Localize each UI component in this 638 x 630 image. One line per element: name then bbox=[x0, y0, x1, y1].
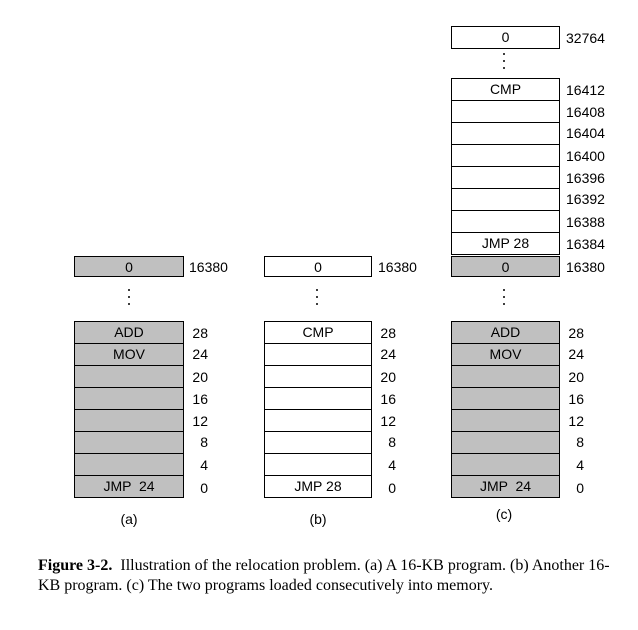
c-addr-16404: 16404 bbox=[566, 125, 605, 141]
b-top-cell: 0 bbox=[264, 256, 372, 277]
b-cell-24 bbox=[264, 343, 372, 366]
c-addr-16400: 16400 bbox=[566, 148, 605, 164]
c-addr-0: 0 bbox=[576, 480, 584, 496]
c-addr-24: 24 bbox=[568, 346, 584, 362]
c-cell-16408 bbox=[451, 100, 560, 123]
a-addr-24: 24 bbox=[192, 346, 208, 362]
b-cell-16 bbox=[264, 387, 372, 410]
a-addr-12: 12 bbox=[192, 413, 208, 429]
b-cell-4 bbox=[264, 453, 372, 476]
b-addr-4: 4 bbox=[388, 457, 396, 473]
c-cell-4 bbox=[451, 453, 560, 476]
a-addr-8: 8 bbox=[200, 434, 208, 450]
c-mid-cell: 0 bbox=[451, 256, 560, 277]
c-addr-28: 28 bbox=[568, 325, 584, 341]
c-addr-12: 12 bbox=[568, 413, 584, 429]
c-cell-12 bbox=[451, 409, 560, 432]
a-label: (a) bbox=[120, 511, 138, 527]
b-addr-28: 28 bbox=[380, 325, 396, 341]
a-addr-4: 4 bbox=[200, 457, 208, 473]
a-cell-8 bbox=[74, 431, 184, 454]
a-addr-0: 0 bbox=[200, 480, 208, 496]
b-ellipsis bbox=[315, 289, 319, 310]
c-addr-16384: 16384 bbox=[566, 236, 605, 252]
a-ellipsis bbox=[127, 289, 131, 310]
a-cell-0: JMP 24 bbox=[74, 475, 184, 498]
c-cell-28: ADD bbox=[451, 321, 560, 344]
c-cell-20 bbox=[451, 365, 560, 388]
caption-text: Illustration of the relocation problem. … bbox=[38, 557, 610, 594]
c-addr-8: 8 bbox=[576, 434, 584, 450]
c-top-addr: 32764 bbox=[566, 30, 605, 46]
c-addr-16388: 16388 bbox=[566, 214, 605, 230]
b-cell-8 bbox=[264, 431, 372, 454]
a-addr-20: 20 bbox=[192, 369, 208, 385]
b-addr-24: 24 bbox=[380, 346, 396, 362]
a-cell-4 bbox=[74, 453, 184, 476]
c-addr-16408: 16408 bbox=[566, 104, 605, 120]
c-cell-16404 bbox=[451, 122, 560, 145]
b-addr-12: 12 bbox=[380, 413, 396, 429]
a-cell-20 bbox=[74, 365, 184, 388]
c-cell-24: MOV bbox=[451, 343, 560, 366]
b-addr-16: 16 bbox=[380, 391, 396, 407]
b-cell-28: CMP bbox=[264, 321, 372, 344]
c-cell-16392 bbox=[451, 188, 560, 211]
c-cell-16388 bbox=[451, 210, 560, 233]
b-addr-20: 20 bbox=[380, 369, 396, 385]
c-addr-20: 20 bbox=[568, 369, 584, 385]
a-cell-24: MOV bbox=[74, 343, 184, 366]
a-addr-28: 28 bbox=[192, 325, 208, 341]
a-top-cell: 0 bbox=[74, 256, 184, 277]
c-addr-16380: 16380 bbox=[566, 259, 605, 275]
c-cell-16400 bbox=[451, 144, 560, 167]
a-cell-12 bbox=[74, 409, 184, 432]
c-cell-8 bbox=[451, 431, 560, 454]
c-lower-ellipsis bbox=[502, 289, 506, 310]
b-cell-20 bbox=[264, 365, 372, 388]
figure-number: Figure 3-2. bbox=[38, 557, 113, 574]
c-cell-16384: JMP 28 bbox=[451, 232, 560, 255]
b-cell-0: JMP 28 bbox=[264, 475, 372, 498]
b-top-addr: 16380 bbox=[378, 259, 417, 275]
c-cell-16412: CMP bbox=[451, 78, 560, 101]
c-addr-16392: 16392 bbox=[566, 191, 605, 207]
figure-caption: Figure 3-2. Illustration of the relocati… bbox=[38, 556, 618, 596]
b-addr-0: 0 bbox=[388, 480, 396, 496]
c-cell-16396 bbox=[451, 166, 560, 189]
c-addr-16: 16 bbox=[568, 391, 584, 407]
c-label: (c) bbox=[495, 506, 513, 522]
c-cell-16 bbox=[451, 387, 560, 410]
c-upper-ellipsis bbox=[502, 53, 506, 74]
a-cell-28: ADD bbox=[74, 321, 184, 344]
c-addr-16396: 16396 bbox=[566, 170, 605, 186]
c-addr-16412: 16412 bbox=[566, 82, 605, 98]
c-cell-0: JMP 24 bbox=[451, 475, 560, 498]
a-addr-16: 16 bbox=[192, 391, 208, 407]
a-top-addr: 16380 bbox=[189, 259, 228, 275]
b-addr-8: 8 bbox=[388, 434, 396, 450]
c-addr-4: 4 bbox=[576, 457, 584, 473]
c-top-cell: 0 bbox=[451, 26, 560, 49]
b-label: (b) bbox=[309, 511, 327, 527]
a-cell-16 bbox=[74, 387, 184, 410]
b-cell-12 bbox=[264, 409, 372, 432]
